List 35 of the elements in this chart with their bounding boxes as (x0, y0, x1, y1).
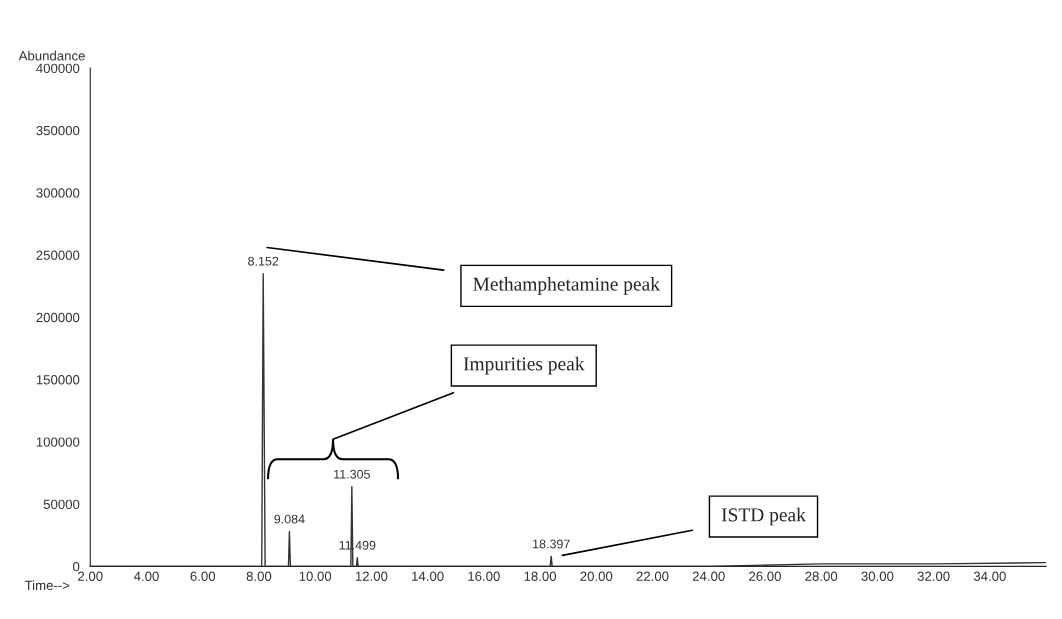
annotation: Methamphetamine peak (473, 277, 660, 295)
x-tick-label: 16.00 (468, 571, 500, 581)
x-tick-label: 10.00 (299, 571, 332, 581)
annotation: 8.152 (248, 256, 279, 266)
y-tick-label: 350000 (36, 125, 80, 136)
annotation: ISTD peak (721, 507, 806, 526)
x-tick-label: 18.00 (524, 571, 557, 581)
x-tick-label: 28.00 (805, 571, 838, 581)
x-tick-label: 26.00 (749, 571, 781, 581)
x-tick-label: 20.00 (580, 571, 613, 581)
x-tick-label: 32.00 (917, 571, 950, 581)
x-tick-label: 22.00 (636, 571, 669, 581)
annotation: 9.084 (274, 514, 305, 524)
x-tick-label: 14.00 (412, 571, 444, 581)
y-tick-label: 100000 (36, 437, 80, 447)
y-tick-label: 400000 (36, 63, 80, 73)
x-tick-label: 4.00 (133, 571, 159, 581)
y-axis-title: Abundance (18, 50, 85, 61)
y-tick-label: 300000 (36, 188, 80, 198)
x-tick-label: 8.00 (246, 571, 272, 581)
x-tick-label: 34.00 (973, 571, 1006, 581)
annotation: Impurities peak (463, 356, 585, 375)
y-tick-label: 200000 (36, 312, 80, 323)
y-tick-label: 50000 (43, 499, 80, 510)
y-tick-label: 0 (73, 561, 80, 572)
x-tick-label: 6.00 (190, 571, 216, 581)
x-axis-title: Time--> (24, 580, 70, 591)
x-tick-label: 12.00 (355, 571, 388, 581)
annotation: 11.305 (334, 469, 370, 479)
y-tick-label: 150000 (36, 375, 80, 385)
x-tick-label: 2.00 (78, 571, 103, 581)
annotation: 18.397 (533, 539, 570, 549)
x-tick-label: 24.00 (692, 571, 725, 581)
y-tick-label: 250000 (36, 250, 80, 260)
x-tick-label: 30.00 (861, 571, 894, 581)
